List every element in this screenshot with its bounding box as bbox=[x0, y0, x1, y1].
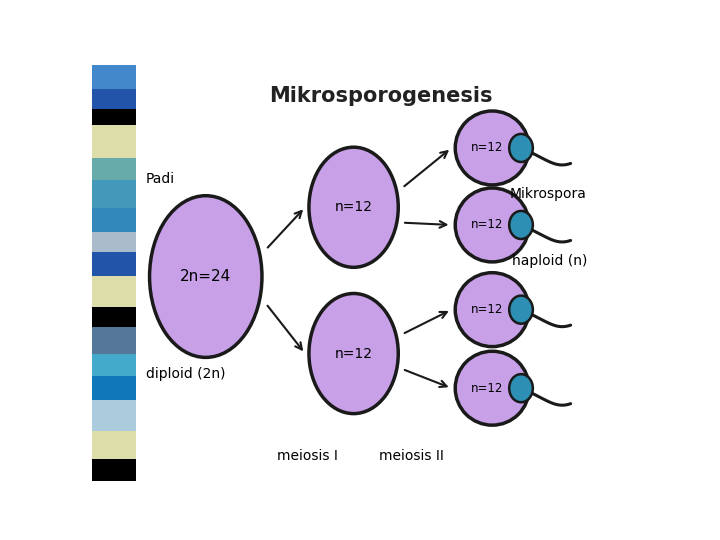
Text: n=12: n=12 bbox=[470, 219, 503, 232]
Text: Mikrosporogenesis: Mikrosporogenesis bbox=[269, 86, 492, 106]
Ellipse shape bbox=[509, 374, 533, 402]
Ellipse shape bbox=[509, 134, 533, 162]
Bar bbox=[92, 65, 135, 89]
Bar bbox=[92, 232, 135, 252]
Text: n=12: n=12 bbox=[335, 347, 373, 361]
Bar bbox=[92, 458, 135, 481]
Circle shape bbox=[455, 273, 529, 347]
Circle shape bbox=[455, 351, 529, 425]
Ellipse shape bbox=[309, 294, 398, 414]
Text: Mikrospora: Mikrospora bbox=[510, 187, 587, 201]
Text: haploid (n): haploid (n) bbox=[511, 254, 587, 268]
Bar bbox=[92, 158, 135, 180]
Bar bbox=[92, 431, 135, 458]
Text: Padi: Padi bbox=[145, 172, 175, 186]
Text: n=12: n=12 bbox=[335, 200, 373, 214]
Text: n=12: n=12 bbox=[470, 141, 503, 154]
Ellipse shape bbox=[509, 211, 533, 239]
Bar bbox=[92, 354, 135, 376]
Bar bbox=[92, 180, 135, 208]
Bar bbox=[92, 276, 135, 307]
Text: 2n=24: 2n=24 bbox=[180, 269, 231, 284]
Bar bbox=[92, 125, 135, 158]
Ellipse shape bbox=[309, 147, 398, 267]
Bar bbox=[92, 252, 135, 276]
Bar bbox=[92, 400, 135, 431]
Text: n=12: n=12 bbox=[470, 303, 503, 316]
Circle shape bbox=[455, 188, 529, 262]
Bar bbox=[92, 327, 135, 354]
Bar bbox=[92, 109, 135, 125]
Text: meiosis I: meiosis I bbox=[277, 449, 338, 463]
Bar bbox=[92, 376, 135, 400]
Text: diploid (2n): diploid (2n) bbox=[145, 367, 225, 381]
Ellipse shape bbox=[150, 195, 262, 357]
Ellipse shape bbox=[509, 295, 533, 323]
Bar bbox=[92, 89, 135, 109]
Text: n=12: n=12 bbox=[470, 382, 503, 395]
Bar bbox=[92, 307, 135, 327]
Circle shape bbox=[455, 111, 529, 185]
Text: meiosis II: meiosis II bbox=[379, 449, 444, 463]
Bar bbox=[92, 208, 135, 232]
